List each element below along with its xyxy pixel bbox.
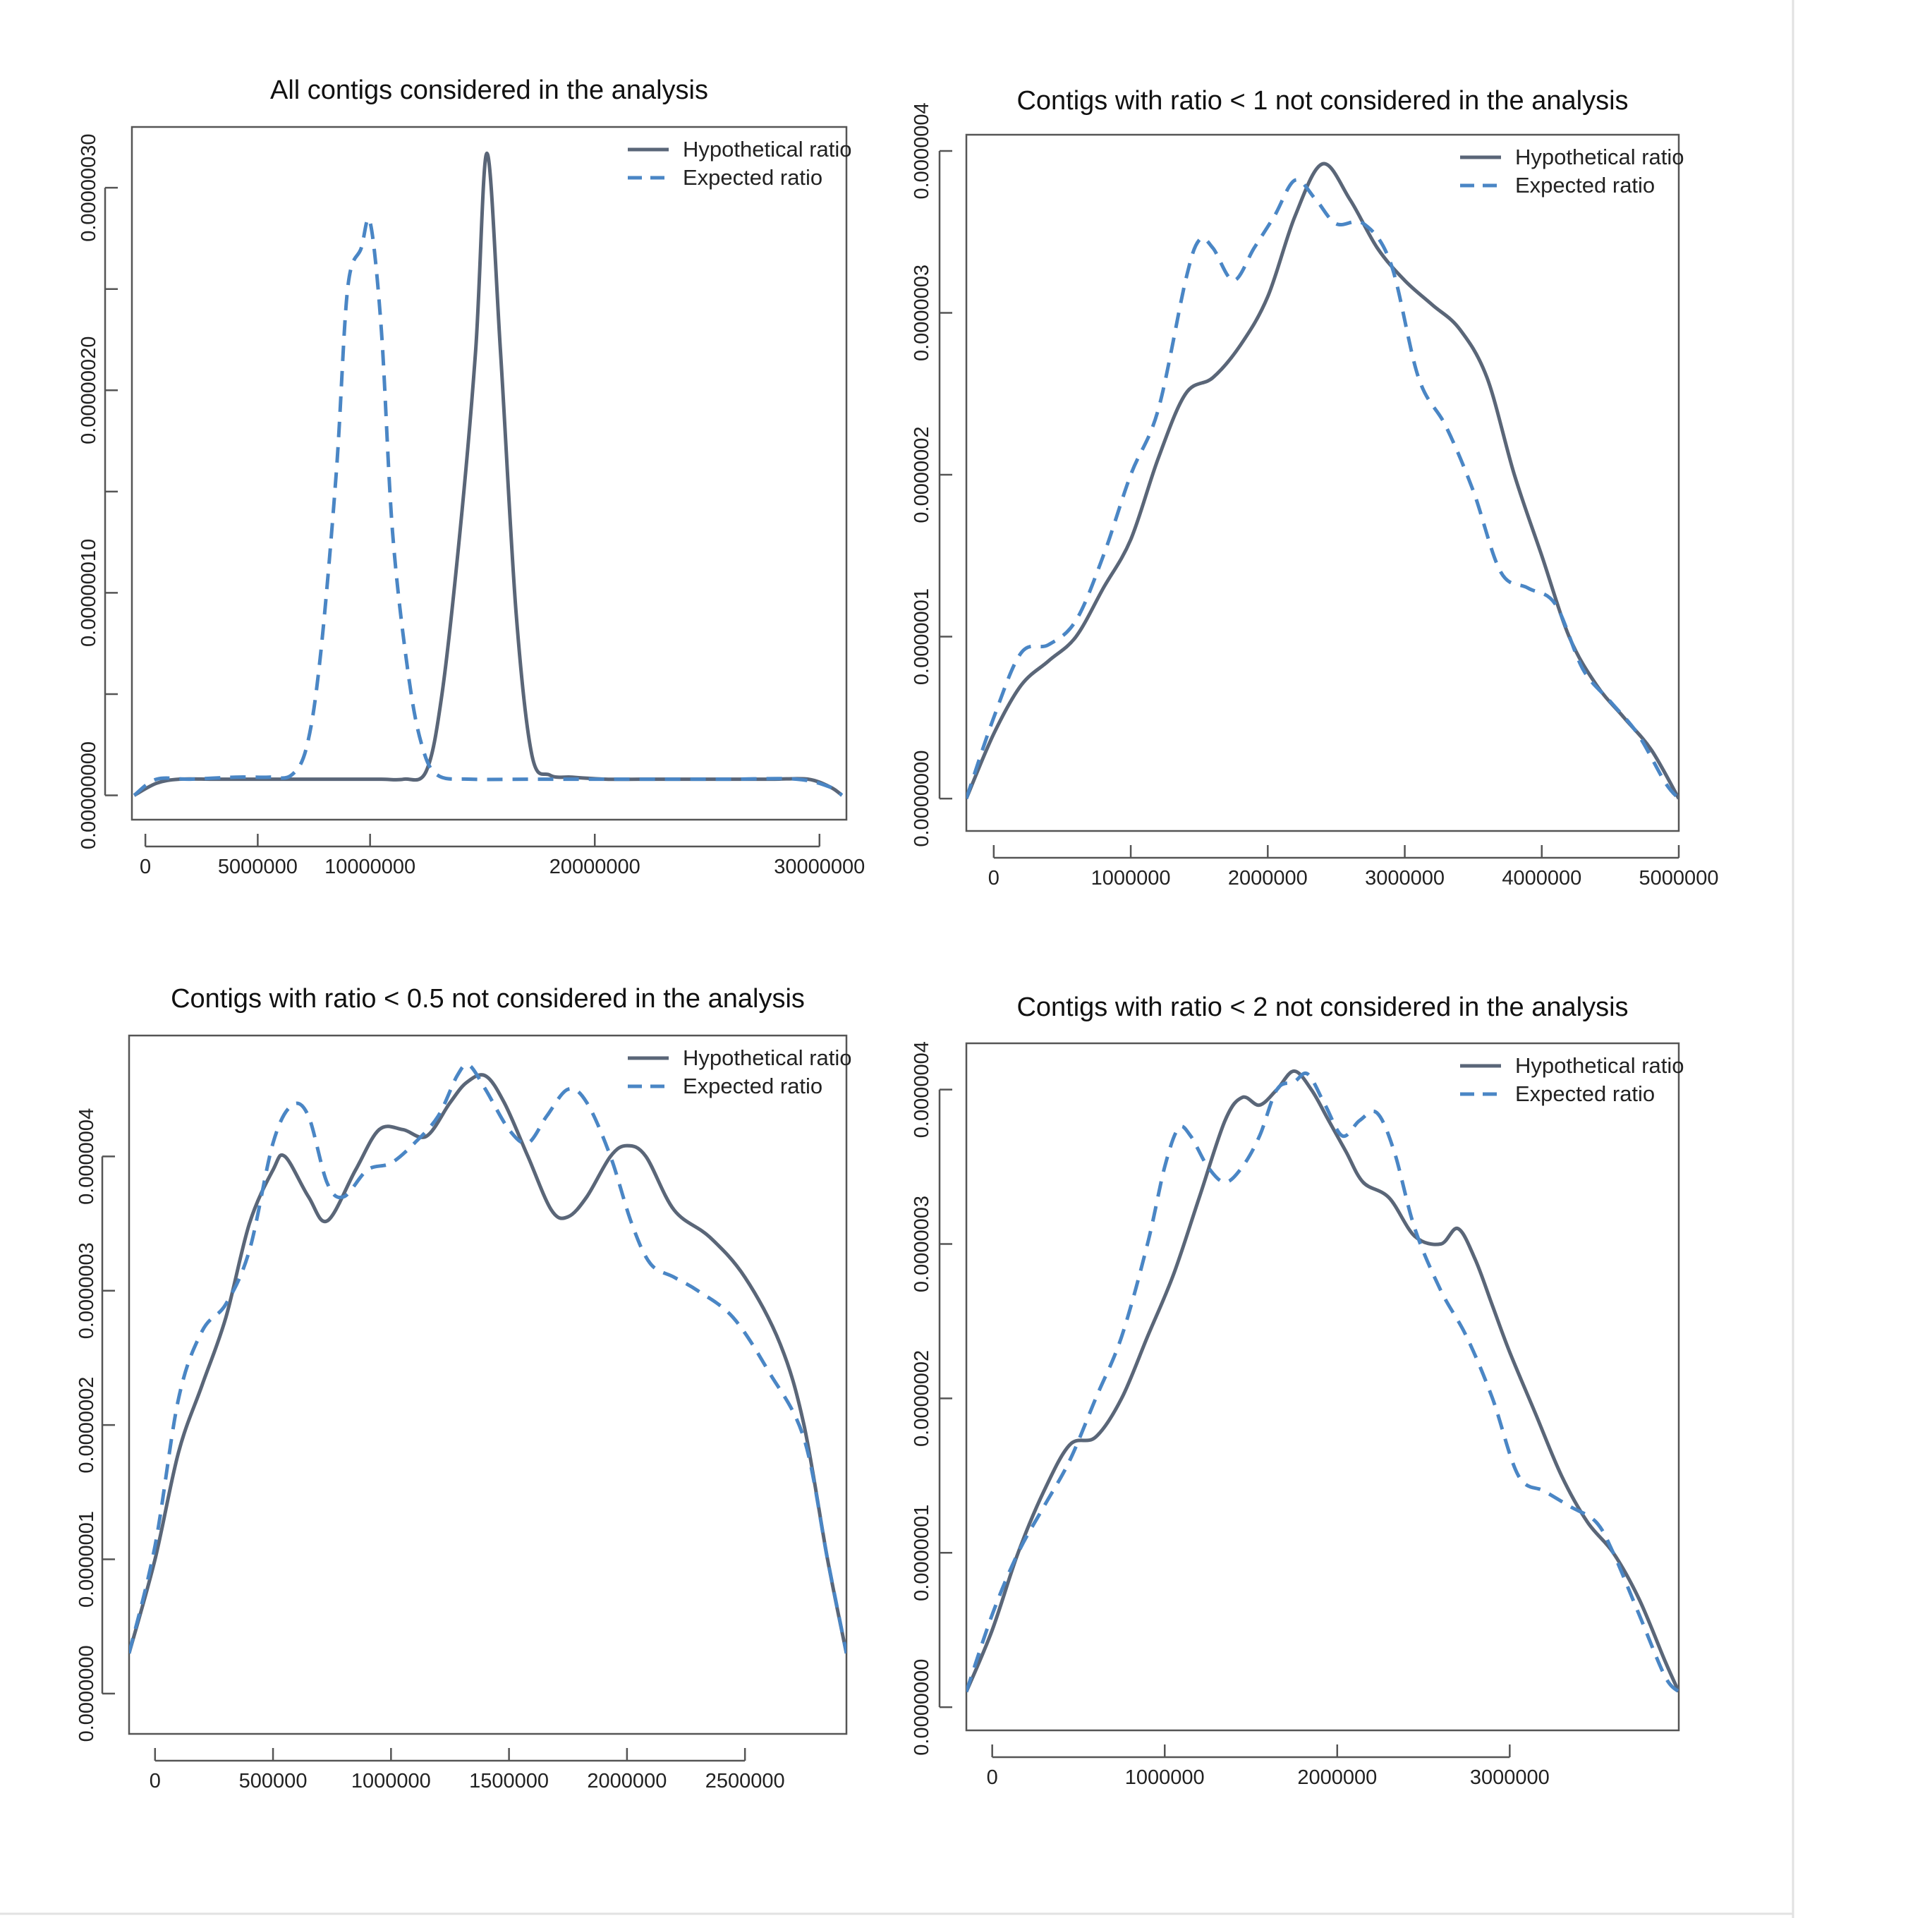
chart-title: All contigs considered in the analysis: [270, 75, 708, 105]
legend-label: Expected ratio: [1515, 173, 1655, 198]
x-tick-label: 2000000: [587, 1770, 667, 1792]
x-tick-label: 1000000: [1125, 1766, 1205, 1789]
legend-label: Expected ratio: [683, 165, 822, 190]
x-tick-label: 4000000: [1502, 867, 1581, 890]
x-tick-label: 0: [140, 856, 151, 878]
x-tick-label: 3000000: [1470, 1766, 1550, 1789]
x-tick-label: 2000000: [1228, 867, 1308, 890]
x-tick-label: 1000000: [351, 1770, 431, 1792]
expected-ratio-line: [129, 1062, 846, 1654]
legend-label: Expected ratio: [683, 1074, 822, 1098]
x-tick-label: 10000000: [324, 856, 415, 878]
expected-ratio-line: [133, 217, 844, 797]
chart-title: Contigs with ratio < 2 not considered in…: [1016, 993, 1628, 1022]
hypothetical-ratio-line: [966, 162, 1679, 800]
x-tick-label: 3000000: [1365, 867, 1445, 890]
plot-frame: [130, 126, 848, 821]
y-tick-label: 0.0000000: [911, 751, 933, 847]
x-tick-label: 1000000: [1091, 867, 1171, 890]
chart-title: Contigs with ratio < 1 not considered in…: [1016, 86, 1628, 116]
x-tick-label: 5000000: [218, 856, 298, 878]
legend-label: Hypothetical ratio: [683, 137, 852, 162]
y-tick-label: 0.0000002: [911, 1350, 933, 1447]
y-tick-label: 0.0000004: [911, 1041, 933, 1138]
chart-panel-1: All contigs considered in the analysis 0 5…: [78, 75, 865, 878]
y-tick-label: 0.0000003: [911, 265, 933, 361]
x-tick-label: 20000000: [549, 856, 640, 878]
x-tick-label: 500000: [239, 1770, 308, 1792]
y-tick-label: 0.0000004: [75, 1108, 98, 1205]
plot-frame: [965, 1042, 1680, 1732]
y-tick-label: 0.0000002: [911, 426, 933, 523]
x-tick-label: 30000000: [774, 856, 865, 878]
x-tick-label: 1500000: [469, 1770, 549, 1792]
x-tick-label: 0: [988, 867, 1000, 890]
expected-ratio-line: [966, 178, 1679, 800]
expected-ratio-line: [966, 1072, 1679, 1694]
hypothetical-ratio-line: [966, 1069, 1679, 1693]
y-tick-label: 0.00000030: [78, 134, 100, 242]
chart-panel-4: Contigs with ratio < 2 not considered in…: [911, 993, 1684, 1789]
y-tick-label: 0.0000002: [75, 1377, 98, 1474]
legend-label: Hypothetical ratio: [683, 1045, 852, 1070]
y-tick-label: 0.0000003: [911, 1196, 933, 1292]
chart-panel-2: Contigs with ratio < 1 not considered in…: [911, 86, 1718, 890]
y-tick-label: 0.0000000: [911, 1659, 933, 1756]
y-tick-label: 0.0000001: [911, 588, 933, 685]
plot-frame: [128, 1034, 848, 1735]
y-tick-label: 0.0000001: [75, 1511, 98, 1608]
x-tick-label: 0: [150, 1770, 161, 1792]
legend-label: Hypothetical ratio: [1515, 1053, 1684, 1078]
y-tick-label: 0.0000003: [75, 1242, 98, 1339]
plot-frame: [965, 133, 1680, 832]
x-tick-label: 2500000: [705, 1770, 785, 1792]
x-tick-label: 2000000: [1297, 1766, 1377, 1789]
y-tick-label: 0.00000000: [78, 741, 100, 849]
x-tick-label: 0: [987, 1766, 998, 1789]
legend-label: Expected ratio: [1515, 1081, 1655, 1106]
chart-title: Contigs with ratio < 0.5 not considered …: [171, 984, 805, 1014]
y-tick-label: 0.00000010: [78, 539, 100, 647]
x-tick-label: 5000000: [1639, 867, 1719, 890]
chart-panel-3: Contigs with ratio < 0.5 not considered …: [75, 984, 852, 1792]
y-tick-label: 0.00000020: [78, 336, 100, 444]
y-tick-label: 0.0000004: [911, 102, 933, 199]
hypothetical-ratio-line: [133, 151, 844, 797]
y-tick-label: 0.0000001: [911, 1505, 933, 1601]
legend-label: Hypothetical ratio: [1515, 145, 1684, 169]
y-tick-label: 0.0000000: [75, 1645, 98, 1742]
